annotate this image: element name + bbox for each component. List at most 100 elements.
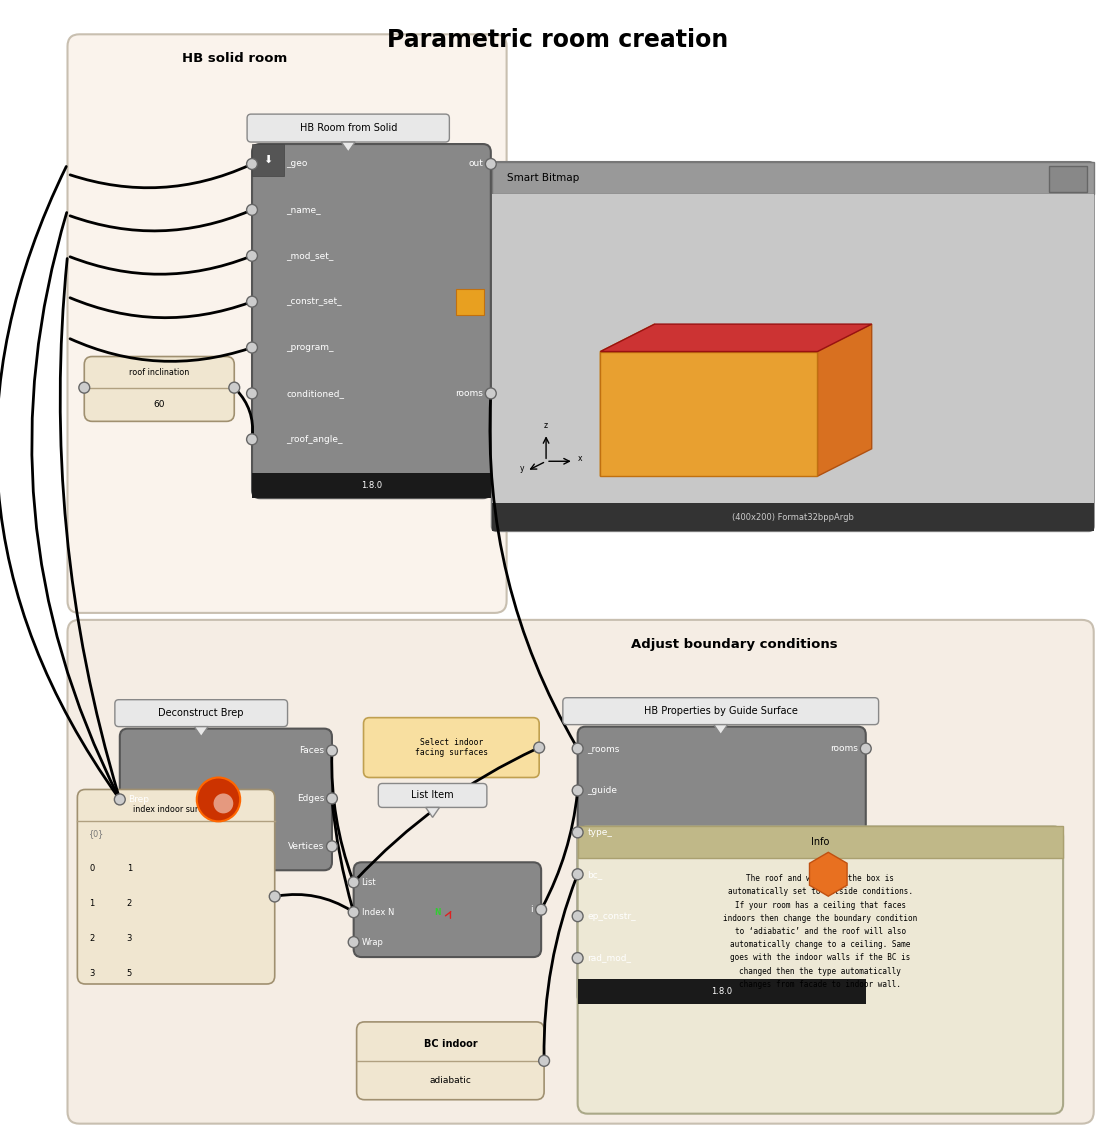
FancyBboxPatch shape: [578, 826, 1063, 1113]
Circle shape: [485, 387, 496, 399]
Circle shape: [196, 777, 240, 822]
Text: 1: 1: [89, 900, 95, 909]
Circle shape: [349, 906, 360, 918]
Text: out: out: [468, 160, 483, 168]
Text: z: z: [544, 422, 548, 431]
Circle shape: [572, 743, 583, 754]
Text: The roof and walls of the box is
automatically set to outside conditions.
If you: The roof and walls of the box is automat…: [724, 874, 918, 989]
Circle shape: [326, 793, 338, 804]
Circle shape: [247, 434, 257, 445]
Text: Wrap: Wrap: [362, 937, 384, 946]
Circle shape: [247, 205, 257, 215]
Text: HB Properties by Guide Surface: HB Properties by Guide Surface: [644, 706, 797, 717]
Circle shape: [115, 794, 126, 805]
Text: x: x: [578, 454, 582, 463]
Text: _name_: _name_: [287, 206, 321, 215]
Text: 3: 3: [127, 934, 132, 943]
FancyBboxPatch shape: [84, 357, 234, 422]
Text: 3: 3: [89, 969, 95, 978]
Circle shape: [247, 296, 257, 307]
Text: ep_constr_: ep_constr_: [588, 912, 636, 920]
Text: 2: 2: [89, 934, 95, 943]
Bar: [578, 980, 866, 1004]
Polygon shape: [817, 325, 871, 477]
Text: 60: 60: [153, 400, 165, 409]
FancyBboxPatch shape: [67, 34, 506, 613]
Text: _rooms: _rooms: [588, 744, 620, 753]
FancyBboxPatch shape: [356, 1022, 544, 1100]
Circle shape: [349, 936, 360, 948]
Bar: [492, 194, 1094, 503]
Text: Vertices: Vertices: [288, 842, 324, 850]
Text: Parametric room creation: Parametric room creation: [387, 29, 728, 53]
Circle shape: [572, 952, 583, 964]
FancyBboxPatch shape: [120, 728, 332, 870]
Circle shape: [536, 904, 547, 916]
FancyBboxPatch shape: [251, 144, 491, 498]
Polygon shape: [600, 325, 871, 352]
Text: conditioned_: conditioned_: [287, 389, 344, 398]
Bar: [492, 162, 1094, 194]
Text: y: y: [520, 464, 524, 473]
Circle shape: [572, 785, 583, 796]
Polygon shape: [600, 325, 654, 477]
Text: 1.8.0: 1.8.0: [711, 986, 732, 996]
Text: BC indoor: BC indoor: [424, 1039, 478, 1048]
Circle shape: [326, 841, 338, 852]
Text: _constr_set_: _constr_set_: [287, 297, 342, 306]
Circle shape: [247, 159, 257, 169]
FancyBboxPatch shape: [67, 620, 1094, 1124]
Polygon shape: [426, 807, 439, 817]
Text: 0: 0: [89, 864, 95, 873]
Text: ⬇: ⬇: [264, 155, 272, 165]
Circle shape: [78, 382, 89, 393]
Text: i: i: [531, 905, 533, 914]
Text: Select indoor
facing surfaces: Select indoor facing surfaces: [415, 738, 488, 758]
Bar: [1049, 166, 1086, 192]
Text: rooms: rooms: [831, 744, 858, 753]
FancyBboxPatch shape: [364, 718, 539, 777]
Text: Deconstruct Brep: Deconstruct Brep: [159, 709, 244, 718]
Circle shape: [326, 745, 338, 756]
FancyBboxPatch shape: [77, 790, 275, 984]
Circle shape: [860, 743, 871, 754]
Text: _roof_angle_: _roof_angle_: [287, 434, 343, 443]
Text: _mod_set_: _mod_set_: [287, 251, 334, 261]
Bar: [251, 473, 491, 498]
Text: Brep: Brep: [128, 794, 149, 804]
Text: {0}: {0}: [89, 830, 105, 838]
Text: rooms: rooms: [456, 389, 483, 398]
Polygon shape: [714, 725, 728, 735]
Text: 1.8.0: 1.8.0: [361, 481, 382, 490]
Circle shape: [214, 793, 233, 814]
Text: 5: 5: [127, 969, 132, 978]
Circle shape: [247, 342, 257, 353]
Text: 2: 2: [127, 900, 132, 909]
Text: List Item: List Item: [411, 791, 454, 800]
Text: _geo: _geo: [287, 160, 308, 168]
Polygon shape: [194, 727, 208, 736]
FancyBboxPatch shape: [578, 727, 866, 1004]
Circle shape: [485, 159, 496, 169]
FancyBboxPatch shape: [563, 697, 879, 725]
Text: Index N: Index N: [362, 908, 394, 917]
Text: (400x200) Format32bppArgb: (400x200) Format32bppArgb: [731, 512, 854, 521]
Text: HB solid room: HB solid room: [182, 53, 287, 65]
FancyBboxPatch shape: [457, 289, 484, 314]
Text: roof inclination: roof inclination: [129, 368, 190, 376]
Bar: [578, 826, 1063, 858]
Polygon shape: [810, 853, 847, 896]
Circle shape: [572, 911, 583, 921]
Polygon shape: [600, 352, 817, 477]
Circle shape: [247, 387, 257, 399]
FancyBboxPatch shape: [115, 700, 288, 727]
Text: _guide: _guide: [588, 786, 618, 796]
Text: HB Room from Solid: HB Room from Solid: [300, 123, 397, 133]
Text: type_: type_: [588, 828, 612, 837]
Text: Edges: Edges: [297, 794, 324, 802]
Circle shape: [349, 877, 360, 888]
Bar: [492, 503, 1094, 531]
Bar: [251, 144, 283, 176]
Text: rad_mod_: rad_mod_: [588, 953, 632, 962]
Circle shape: [247, 250, 257, 262]
